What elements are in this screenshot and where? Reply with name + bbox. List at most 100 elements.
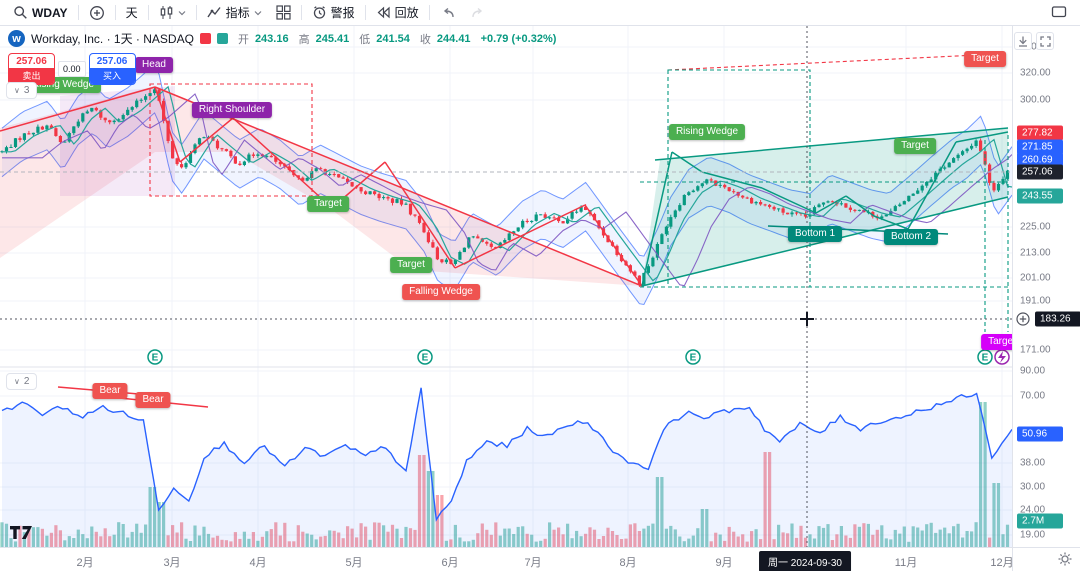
sell-button[interactable]: 257.06 卖出 — [8, 53, 55, 85]
buy-flag-icon[interactable] — [216, 33, 228, 44]
price-label-chip: 260.69 — [1017, 152, 1063, 168]
undo-button[interactable] — [433, 2, 463, 24]
low-label: 低 — [359, 33, 371, 46]
lower-pane-collapse-button[interactable]: ∨ 2 — [6, 373, 38, 390]
crosshair — [0, 26, 1012, 547]
trend-line[interactable] — [815, 195, 847, 214]
replay-rewind-icon — [377, 6, 390, 19]
earnings-marker[interactable]: E — [685, 349, 701, 365]
price-tick: 225.00 — [1020, 221, 1051, 233]
trend-line[interactable] — [955, 131, 1009, 143]
svg-text:E: E — [422, 353, 429, 364]
oscillator-line — [1, 387, 1012, 547]
pattern-label[interactable]: Bottom 1 — [787, 226, 843, 242]
settings-gear-icon[interactable] — [1058, 552, 1072, 566]
trend-line[interactable] — [154, 86, 181, 163]
price-tick: 90.00 — [1020, 365, 1046, 377]
trend-line[interactable] — [701, 171, 763, 189]
moving-averages — [2, 85, 1012, 287]
price-label-chip: 50.96 — [1017, 426, 1063, 442]
buy-price: 257.06 — [96, 56, 128, 67]
volume-bars — [0, 402, 1010, 547]
add-symbol-button[interactable] — [82, 2, 112, 24]
interval-button[interactable]: 天 — [119, 2, 145, 24]
alert-label: 警报 — [330, 6, 355, 20]
trend-line[interactable] — [641, 151, 673, 287]
pattern-label[interactable]: Bear — [92, 383, 128, 399]
maximize-pane-button[interactable] — [1036, 32, 1054, 50]
layout-grid-button[interactable] — [269, 2, 298, 24]
pattern-label[interactable]: Target — [307, 196, 349, 212]
chevron-down-icon: ∨ — [14, 376, 20, 386]
time-tick: 4月 — [249, 557, 267, 569]
price-label-chip: 257.06 — [1017, 164, 1063, 180]
svg-text:E: E — [982, 353, 989, 364]
pattern-box[interactable] — [149, 83, 313, 197]
pattern-label[interactable]: Right Shoulder — [191, 102, 273, 118]
time-tick: 9月 — [715, 557, 733, 569]
price-label-chip: 183.26 — [1035, 311, 1080, 327]
pattern-box[interactable] — [667, 69, 811, 288]
trend-line[interactable] — [654, 127, 1009, 161]
trend-line[interactable] — [671, 151, 703, 173]
axis-plus-button[interactable] — [1016, 312, 1030, 326]
symbol-search-button[interactable]: WDAY — [6, 2, 75, 24]
pattern-label[interactable]: Target — [894, 138, 936, 154]
main-pane-collapse-button[interactable]: ∨ 3 — [6, 82, 38, 99]
earnings-marker[interactable]: E — [977, 349, 993, 365]
replay-button[interactable]: 回放 — [369, 2, 426, 24]
trend-line[interactable] — [179, 117, 234, 163]
symbol-logo: w — [8, 30, 25, 47]
pattern-label[interactable]: Target — [964, 51, 1006, 67]
price-axis[interactable]: 340.00 320.00 300.00 225.00 213.00 201.00 191.… — [1012, 26, 1080, 547]
symbol-title[interactable]: Workday, Inc. · 1天 · NASDAQ — [31, 32, 194, 46]
sell-price: 257.06 — [16, 56, 47, 67]
time-tick: 12月 — [990, 557, 1014, 569]
layout-manage-button[interactable] — [1044, 2, 1074, 24]
buy-button[interactable]: 257.06 买入 — [88, 53, 136, 85]
redo-button[interactable] — [463, 2, 493, 24]
trend-line[interactable] — [584, 204, 643, 287]
sell-flag-icon[interactable] — [199, 33, 211, 44]
trend-line[interactable] — [0, 86, 156, 132]
trend-line[interactable] — [454, 204, 586, 269]
earnings-marker[interactable]: E — [147, 349, 163, 365]
pattern-label[interactable]: Target — [390, 257, 432, 273]
high-label: 高 — [298, 33, 310, 46]
pattern-label[interactable]: Head — [135, 57, 173, 73]
tradingview-logo[interactable] — [10, 526, 34, 545]
toolbar-separator — [147, 5, 149, 20]
time-axis[interactable]: 2月 3月 4月 5月 6月 7月 8月 9月 11月 12月 周一 2024-09-30 — [0, 547, 1080, 571]
symbol-legend: w Workday, Inc. · 1天 · NASDAQ 开 243.16 高… — [8, 30, 556, 47]
close-value: 244.41 — [436, 32, 471, 45]
alarm-clock-icon — [313, 6, 325, 19]
spread-value: 0.00 — [58, 61, 86, 77]
pattern-label[interactable]: Bottom 2 — [883, 229, 939, 245]
trend-line[interactable] — [907, 141, 957, 230]
earnings-marker[interactable]: E — [417, 349, 433, 365]
grid-layout-icon — [275, 5, 291, 20]
trend-line[interactable] — [232, 117, 333, 209]
sell-label: 卖出 — [9, 68, 54, 84]
trend-line[interactable] — [873, 215, 909, 230]
indicators-button[interactable]: 指标 — [200, 2, 269, 24]
trend-line[interactable] — [845, 195, 875, 217]
pattern-label[interactable]: Rising Wedge — [668, 124, 746, 140]
trend-line[interactable] — [761, 187, 817, 214]
symbol-search-text: WDAY — [32, 5, 68, 20]
alert-button[interactable]: 警报 — [305, 2, 362, 24]
trend-line[interactable] — [384, 161, 456, 269]
pattern-label[interactable]: Falling Wedge — [402, 284, 480, 300]
candlestick-icon — [160, 6, 172, 19]
lower-pane-badge: 2 — [23, 376, 30, 387]
bolt-marker[interactable] — [994, 349, 1010, 365]
high-value: 245.41 — [315, 32, 350, 45]
price-tick: 70.00 — [1020, 390, 1046, 402]
scroll-to-realtime-button[interactable] — [1014, 32, 1032, 50]
pattern-label[interactable]: Bear — [135, 392, 171, 408]
projection-line[interactable] — [667, 53, 999, 71]
open-value: 243.16 — [254, 32, 289, 45]
chart-style-button[interactable] — [152, 2, 193, 24]
